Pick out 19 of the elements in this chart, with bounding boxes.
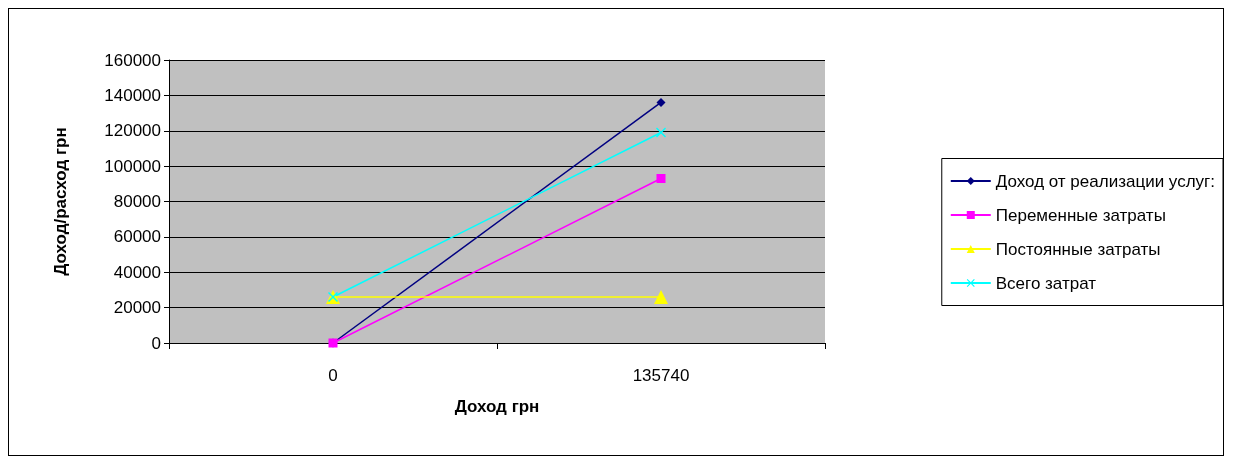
point <box>656 97 666 107</box>
point <box>656 127 666 138</box>
legend-label: Доход от реализации услуг: <box>995 171 1216 191</box>
y-tick-label: 60000 <box>113 227 161 247</box>
y-tick-label: 40000 <box>113 262 161 282</box>
x-axis-title: Доход грн <box>454 397 540 416</box>
y-axis-title: Доход/расход грн <box>51 127 70 276</box>
y-tick-label: 0 <box>151 333 161 353</box>
legend-label: Всего затрат <box>995 273 1097 293</box>
y-tick-label: 160000 <box>104 50 161 70</box>
legend-label: Переменные затраты <box>995 205 1166 225</box>
y-tick-label: 80000 <box>113 192 161 211</box>
y-tick-label: 120000 <box>104 121 161 141</box>
y-tick-label: 20000 <box>113 298 161 318</box>
legend-label: Постоянные затраты <box>995 239 1161 259</box>
y-tick-label: 140000 <box>104 85 161 105</box>
x-tick-label: 135740 <box>632 366 690 385</box>
point <box>656 174 666 184</box>
y-tick-label: 100000 <box>104 156 161 176</box>
